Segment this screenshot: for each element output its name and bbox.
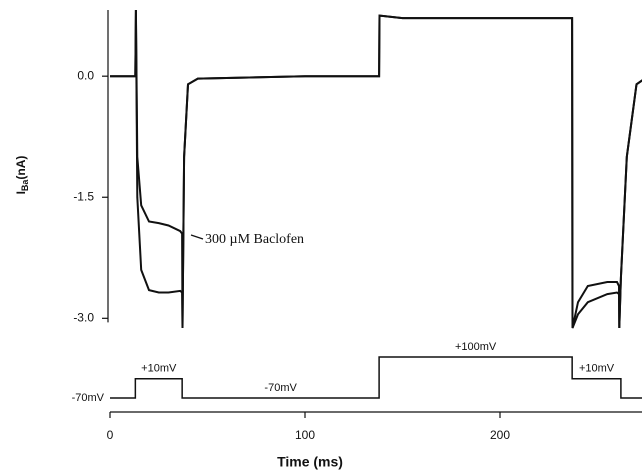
protocol-label: +100mV — [455, 341, 497, 353]
trace — [110, 9, 642, 329]
x-tick-label: 200 — [490, 428, 510, 442]
protocol-label: +10mV — [141, 363, 177, 375]
y-axis-title: IBa(nA) — [14, 156, 30, 195]
traces — [110, 9, 642, 329]
protocol-trace — [110, 356, 642, 399]
x-tick-label: 100 — [295, 428, 315, 442]
protocol-label: +10mV — [579, 363, 615, 375]
y-label-unit: (nA) — [14, 156, 28, 180]
y-tick-label: -3.0 — [73, 310, 94, 324]
trace — [110, 9, 642, 329]
y-label-main: I — [14, 191, 28, 194]
protocol-label: -70mV — [264, 382, 297, 394]
y-tick-label: 0.0 — [77, 68, 94, 82]
x-tick-label: 0 — [107, 428, 114, 442]
annotation-arrow — [190, 234, 204, 240]
x-axis-title: Time (ms) — [277, 454, 343, 470]
y-tick-label: -1.5 — [73, 189, 94, 203]
protocol-label: -70mV — [72, 392, 105, 404]
annotation: 300 µM Baclofen — [205, 232, 304, 247]
y-label-sub: Ba — [20, 179, 30, 191]
